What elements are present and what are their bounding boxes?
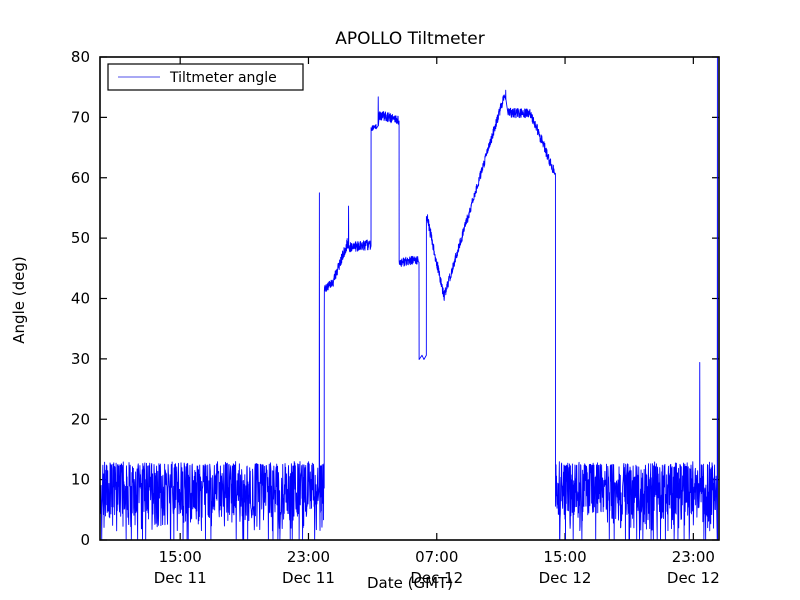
legend-label-tiltmeter-angle: Tiltmeter angle (169, 70, 277, 86)
x-tick-label-time: 23:00 (672, 548, 715, 566)
y-tick-label: 60 (71, 169, 90, 187)
axis-titles: Date (GMT) Angle (deg) (10, 256, 453, 592)
y-tick-label: 70 (71, 108, 90, 126)
x-tick-label-time: 23:00 (287, 548, 330, 566)
x-axis-title: Date (GMT) (367, 574, 453, 592)
x-axis-ticks: 15:00 Dec 11 23:00 Dec 11 07:00 Dec 12 15:00 De… (154, 57, 720, 587)
y-tick-label: 20 (71, 410, 90, 428)
data-line-0 (99, 56, 719, 541)
x-tick-label-date: Dec 12 (667, 569, 720, 587)
y-axis-title: Angle (deg) (10, 256, 28, 343)
y-tick-label: 80 (71, 48, 90, 66)
x-tick-label-date: Dec 12 (539, 569, 592, 587)
y-tick-label: 0 (80, 531, 90, 549)
legend[interactable]: Tiltmeter angle (107, 63, 304, 91)
x-tick-label-time: 07:00 (415, 548, 458, 566)
axes-frame (99, 56, 720, 541)
y-tick-label: 30 (71, 350, 90, 368)
y-axis-ticks: 0 10 20 30 40 50 60 70 80 (71, 48, 719, 549)
page-title: APOLLO Tiltmeter (335, 29, 485, 49)
x-tick-label-time: 15:00 (543, 548, 586, 566)
y-tick-label: 10 (71, 471, 90, 489)
data-series-group (99, 56, 719, 541)
y-tick-label: 50 (71, 229, 90, 247)
x-tick-label-date: Dec 11 (282, 569, 335, 587)
chart-title-group: APOLLO Tiltmeter (335, 29, 485, 49)
y-tick-label: 40 (71, 290, 90, 308)
x-tick-label-time: 15:00 (159, 548, 202, 566)
x-tick-label-date: Dec 11 (154, 569, 207, 587)
x-tick-label-date: Dec 12 (410, 569, 463, 587)
